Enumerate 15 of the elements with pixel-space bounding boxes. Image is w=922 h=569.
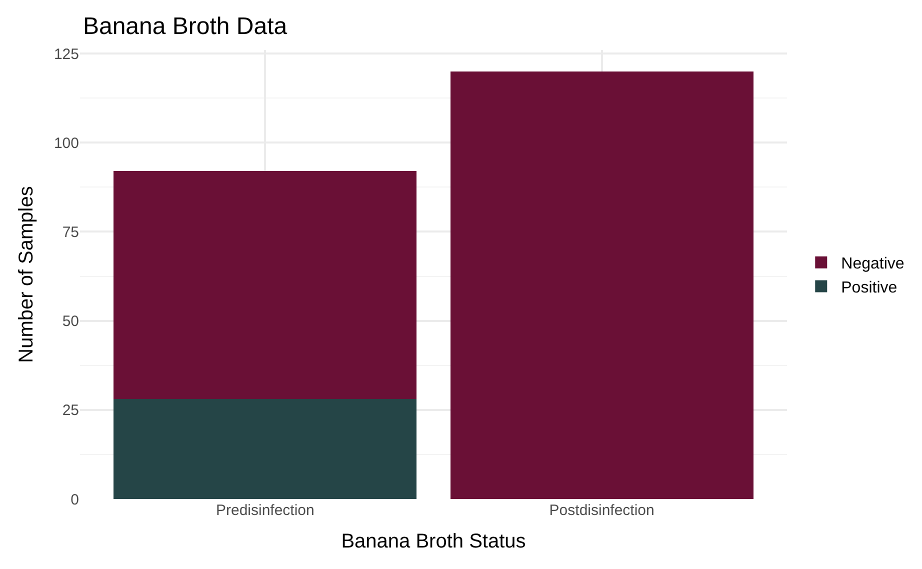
bar bbox=[114, 171, 417, 400]
x-tick-label: Predisinfection bbox=[216, 502, 314, 519]
bar bbox=[114, 399, 417, 499]
y-tick-label: 125 bbox=[54, 46, 79, 63]
legend-label: Negative bbox=[841, 256, 904, 273]
x-tick-label: Postdisinfection bbox=[549, 502, 654, 519]
legend-label: Positive bbox=[841, 279, 898, 296]
chart-title: Banana Broth Data bbox=[82, 12, 288, 40]
y-tick-label: 50 bbox=[62, 313, 79, 330]
y-tick-label: 100 bbox=[54, 134, 79, 152]
y-tick-label: 75 bbox=[62, 224, 79, 241]
y-tick-label: 0 bbox=[70, 491, 79, 508]
y-tick-label: 25 bbox=[62, 402, 79, 420]
y-axis-title: Number of Samples bbox=[15, 186, 38, 363]
x-axis-title: Banana Broth Status bbox=[341, 530, 526, 552]
